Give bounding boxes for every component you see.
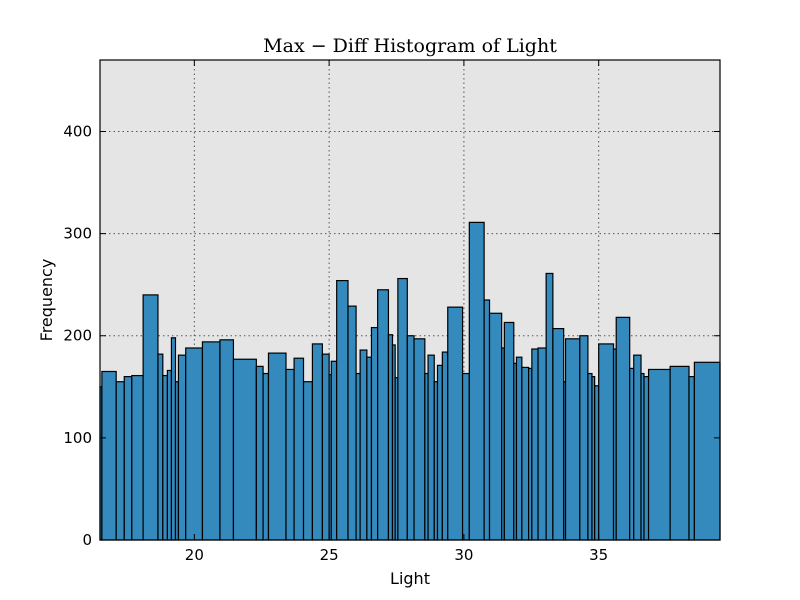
histogram-bar <box>669 365 690 541</box>
histogram-bar <box>552 327 565 541</box>
histogram-bar <box>515 356 523 541</box>
histogram-bar <box>311 343 323 541</box>
histogram-bar <box>436 364 443 541</box>
x-tick-label: 20 <box>185 546 204 564</box>
histogram-bar <box>488 312 503 541</box>
histogram-bar <box>293 357 305 541</box>
histogram-bar <box>537 347 547 541</box>
histogram-bar <box>427 354 435 541</box>
histogram-bar <box>615 316 631 541</box>
y-tick-label: 400 <box>63 122 92 140</box>
y-tick-label: 300 <box>63 225 92 243</box>
histogram-bar <box>262 372 270 541</box>
histogram-bar <box>101 370 117 541</box>
y-tick-label: 0 <box>82 531 92 549</box>
y-axis-label: Frequency <box>37 259 56 342</box>
histogram-bar <box>162 374 168 541</box>
histogram-bar <box>166 369 173 541</box>
histogram-bar <box>255 365 264 541</box>
histogram-bar <box>359 349 368 541</box>
histogram-bar <box>413 338 426 541</box>
histogram-bar <box>157 353 164 541</box>
histogram-bar <box>185 347 204 541</box>
histogram-bar <box>142 294 159 541</box>
histogram-bar <box>201 341 221 541</box>
histogram-bar <box>693 361 721 541</box>
histogram-bar <box>336 279 349 541</box>
histogram-bar <box>219 339 235 541</box>
histogram-bar <box>302 381 314 541</box>
histogram-bar <box>629 367 635 541</box>
histogram-bar <box>397 277 408 541</box>
histogram-bar <box>647 368 671 541</box>
histogram-bar <box>366 356 373 541</box>
grid-lines <box>100 60 720 540</box>
histogram-bar <box>123 375 133 541</box>
axis-ticks: 20 25 30 35 0 100 200 300 400 <box>63 60 720 564</box>
histogram-bar <box>330 360 338 541</box>
x-axis-label: Light <box>390 569 430 588</box>
y-tick-label: 200 <box>63 327 92 345</box>
histogram-bar <box>447 306 464 541</box>
histogram-bar <box>377 289 390 541</box>
histogram-bar <box>267 352 287 541</box>
histogram-bar <box>406 335 415 541</box>
bars <box>99 221 721 541</box>
histogram-bar <box>177 354 187 541</box>
plot-frame <box>99 59 721 541</box>
histogram-bar <box>115 381 125 541</box>
x-tick-label: 35 <box>589 546 608 564</box>
histogram-bar <box>370 326 379 541</box>
histogram-bar <box>564 338 581 541</box>
histogram-bar <box>387 334 394 541</box>
histogram-bar <box>579 335 589 541</box>
histogram-bar <box>441 351 449 541</box>
histogram-bar <box>521 366 530 541</box>
x-tick-label: 30 <box>454 546 473 564</box>
histogram-bar <box>468 221 485 541</box>
histogram-bar <box>131 374 144 541</box>
histogram-bar <box>170 337 177 541</box>
histogram-bar <box>232 358 257 541</box>
histogram-bar <box>643 375 650 541</box>
histogram-bar <box>347 305 357 541</box>
histogram-bar <box>545 272 554 541</box>
histogram-bar <box>598 343 615 541</box>
chart-title: Max − Diff Histogram of Light <box>263 35 557 57</box>
histogram-bar <box>633 354 642 541</box>
histogram-bar <box>483 299 491 541</box>
histogram-bar <box>355 372 361 541</box>
histogram-bar <box>461 372 470 541</box>
histogram-bar <box>587 372 593 541</box>
histogram-bar <box>321 353 330 541</box>
histogram-bar <box>531 348 539 541</box>
histogram-bar <box>688 375 695 541</box>
histogram-bar <box>285 368 295 541</box>
histogram-bar <box>503 321 515 541</box>
histogram-bar <box>594 385 600 541</box>
x-tick-label: 25 <box>320 546 339 564</box>
y-tick-label: 100 <box>63 429 92 447</box>
